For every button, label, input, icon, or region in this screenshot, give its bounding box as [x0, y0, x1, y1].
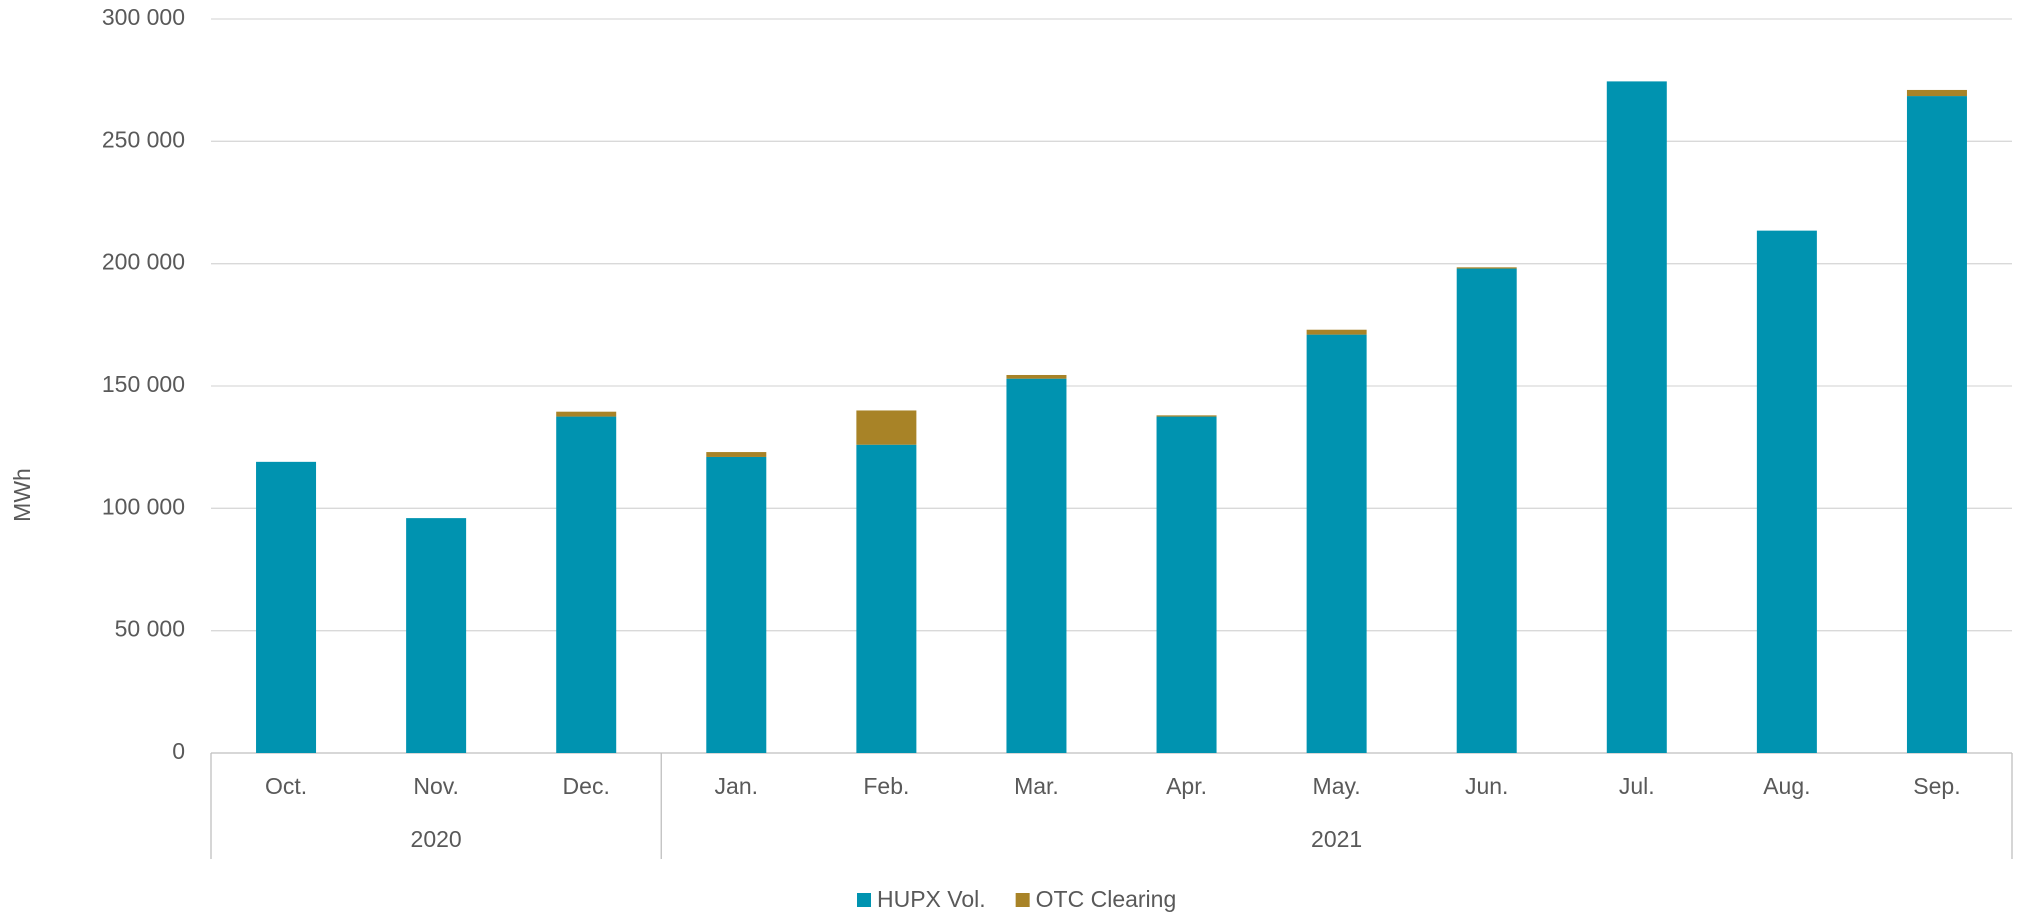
x-tick-label: Mar. — [1014, 773, 1059, 799]
y-tick-label: 200 000 — [102, 249, 185, 275]
bar-segment — [1456, 267, 1517, 269]
x-tick-label: Apr. — [1166, 773, 1207, 799]
y-tick-label: 300 000 — [102, 4, 185, 30]
bar-segment — [1306, 329, 1367, 335]
y-tick-label: 250 000 — [102, 126, 185, 152]
x-tick-label: May. — [1313, 773, 1361, 799]
x-tick-label: Oct. — [265, 773, 307, 799]
bar-segment — [556, 411, 617, 417]
bar-segment — [1156, 415, 1217, 417]
x-tick-label: Aug. — [1763, 773, 1810, 799]
bar-segment — [1006, 374, 1067, 379]
x-tick-label: Dec. — [563, 773, 610, 799]
x-tick-label: Nov. — [413, 773, 459, 799]
bar-segment — [1156, 416, 1217, 753]
bar-segment — [406, 518, 467, 753]
legend-label: HUPX Vol. — [877, 886, 986, 912]
x-tick-label: Sep. — [1913, 773, 1960, 799]
group-label: 2020 — [411, 826, 462, 852]
legend-swatch — [857, 893, 871, 907]
y-tick-label: 100 000 — [102, 493, 185, 519]
bar-segment — [706, 456, 767, 753]
group-label: 2021 — [1311, 826, 1362, 852]
bar-segment — [1456, 268, 1517, 753]
bar-segment — [856, 410, 917, 445]
y-tick-label: 150 000 — [102, 371, 185, 397]
bar-segment — [556, 416, 617, 753]
bar-segment — [1756, 230, 1817, 754]
y-tick-label: 0 — [172, 738, 185, 764]
bar-segment — [706, 452, 767, 457]
bar-segment — [1906, 96, 1967, 753]
x-tick-label: Feb. — [863, 773, 909, 799]
bar-segment — [256, 461, 317, 753]
x-tick-label: Jan. — [715, 773, 758, 799]
bar-segment — [1906, 89, 1967, 97]
x-tick-label: Jun. — [1465, 773, 1508, 799]
legend-label: OTC Clearing — [1036, 886, 1177, 912]
y-tick-label: 50 000 — [115, 616, 185, 642]
bar-segment — [1606, 81, 1667, 753]
legend-swatch — [1015, 893, 1030, 907]
y-axis-title: MWh — [9, 468, 35, 522]
x-tick-label: Jul. — [1619, 773, 1655, 799]
bar-segment — [1006, 378, 1067, 753]
bar-segment — [856, 444, 917, 753]
bar-segment — [1306, 334, 1367, 753]
